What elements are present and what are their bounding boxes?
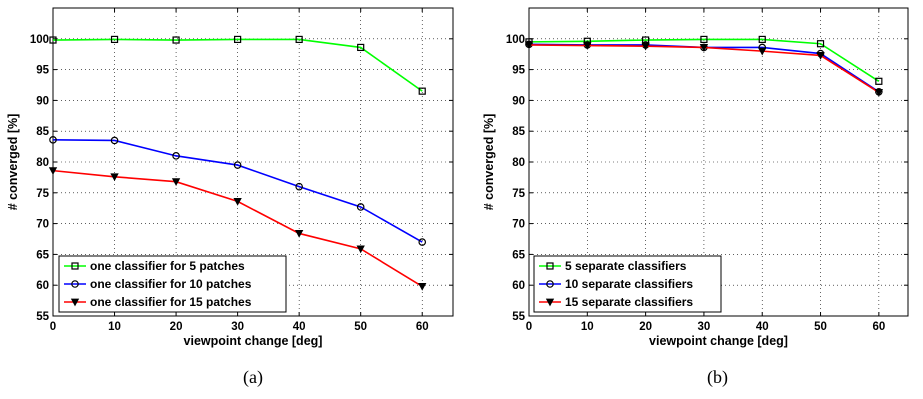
legend-box	[58, 255, 287, 313]
data-point	[758, 35, 766, 44]
legend-entry: one classifier for 15 patches	[90, 295, 252, 309]
legend-entry: 5 separate classifiers	[565, 259, 687, 273]
y-tick-label: 55	[512, 311, 525, 323]
data-point	[295, 35, 303, 44]
x-tick-label: 10	[581, 321, 594, 333]
legend-marker	[71, 280, 79, 288]
chart-b: 55 60 65 70 75 80 85 90 95 100 0 10 20 30 40 50 60 viewpo…	[482, 7, 909, 388]
y-tick-label: 60	[512, 280, 525, 292]
data-point	[418, 283, 427, 291]
y-tick-label: 90	[36, 95, 49, 107]
y-tick-label: 55	[36, 311, 49, 323]
x-axis-label: viewpoint change [deg]	[184, 334, 323, 348]
y-tick-label: 70	[36, 219, 49, 231]
x-tick-label: 10	[108, 321, 121, 333]
y-tick-label: 80	[512, 157, 525, 169]
data-point	[700, 35, 708, 44]
y-tick-label: 70	[512, 219, 525, 231]
legend-marker	[71, 262, 79, 270]
data-point	[234, 35, 242, 44]
legend-entry: 10 separate classifiers	[565, 277, 693, 291]
x-axis-label: viewpoint change [deg]	[649, 334, 788, 348]
legend-marker	[546, 280, 554, 288]
y-tick-label: 85	[512, 126, 525, 138]
x-tick-label: 60	[416, 321, 429, 333]
data-point	[295, 182, 303, 191]
data-point	[356, 203, 365, 211]
data-point	[816, 52, 825, 60]
y-tick-label: 65	[512, 249, 525, 261]
data-point	[110, 35, 119, 44]
x-tick-label: 40	[756, 321, 769, 333]
data-point	[583, 42, 592, 50]
legend-box	[533, 255, 722, 313]
y-tick-label: 95	[36, 65, 49, 77]
y-tick-label: 85	[36, 126, 49, 138]
y-axis-label: # converged [%]	[482, 114, 496, 211]
x-tick-label: 0	[526, 321, 532, 333]
legend-marker	[545, 298, 555, 307]
data-point	[294, 230, 304, 238]
panel-label: (a)	[243, 367, 263, 388]
data-point	[172, 152, 180, 160]
y-tick-label: 65	[36, 249, 49, 261]
data-point	[49, 36, 57, 44]
data-point	[418, 87, 426, 95]
data-point	[233, 198, 242, 206]
x-tick-label: 20	[639, 321, 652, 333]
chart-a: 55 60 65 70 75 80 85 90 95 100 0 10 20 30 40 50 60 viewpo…	[6, 7, 454, 388]
data-point	[357, 43, 365, 52]
data-point	[356, 245, 365, 254]
data-point	[874, 88, 884, 97]
y-tick-label: 80	[36, 157, 49, 169]
y-tick-label: 100	[30, 34, 49, 46]
data-point	[418, 238, 427, 246]
y-tick-label: 90	[512, 95, 525, 107]
y-tick-label: 75	[36, 188, 49, 200]
x-tick-label: 50	[354, 321, 367, 333]
series-line	[52, 38, 423, 92]
legend-entry: one classifier for 10 patches	[90, 277, 252, 291]
y-tick-label: 100	[506, 34, 525, 46]
data-point	[699, 44, 709, 52]
x-tick-label: 60	[872, 321, 885, 333]
x-tick-label: 20	[170, 321, 183, 333]
data-point	[641, 42, 650, 51]
data-point	[172, 36, 180, 44]
data-point	[48, 167, 58, 175]
y-tick-label: 95	[512, 65, 525, 77]
x-tick-label: 40	[293, 321, 306, 333]
data-point	[758, 47, 767, 56]
x-tick-label: 30	[231, 321, 244, 333]
x-tick-label: 30	[698, 321, 711, 333]
legend-marker	[70, 298, 80, 307]
legend-entry: one classifier for 5 patches	[90, 259, 245, 273]
data-point	[816, 40, 825, 48]
data-point	[171, 178, 181, 187]
data-point	[110, 136, 119, 145]
panel-label: (b)	[707, 367, 728, 388]
legend-marker	[546, 262, 554, 270]
x-tick-label: 0	[50, 321, 56, 333]
legend-entry: 15 separate classifiers	[565, 295, 693, 309]
y-axis-label: # converged [%]	[6, 114, 20, 211]
series-line	[52, 139, 423, 243]
data-point	[875, 77, 883, 85]
data-point	[524, 41, 534, 50]
data-point	[110, 173, 119, 182]
y-tick-label: 60	[36, 280, 49, 292]
data-point	[49, 136, 57, 144]
x-tick-label: 50	[814, 321, 827, 333]
y-tick-label: 75	[512, 188, 525, 200]
data-point	[233, 161, 242, 169]
